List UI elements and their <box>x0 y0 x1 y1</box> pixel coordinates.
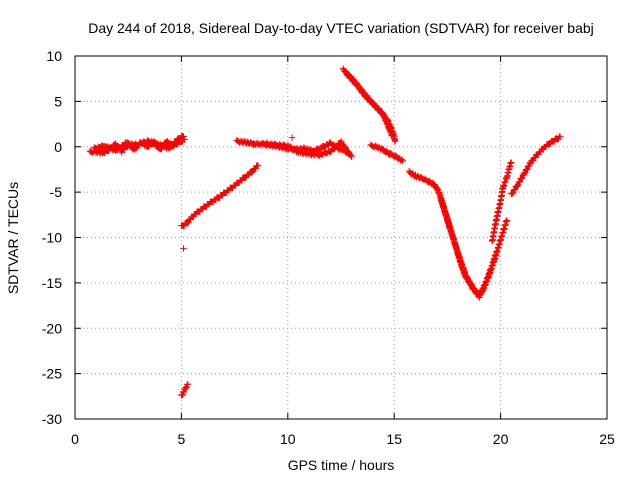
chart-title: Day 244 of 2018, Sidereal Day-to-day VTE… <box>88 20 594 36</box>
data-point-segment <box>263 137 353 160</box>
x-tick-label: 25 <box>599 431 615 447</box>
y-tick-label: 10 <box>46 48 62 64</box>
data-point-segment <box>367 141 406 165</box>
x-tick-label: 10 <box>280 431 296 447</box>
y-tick-label: -5 <box>50 184 63 200</box>
data-point-segment <box>437 195 500 301</box>
x-tick-label: 15 <box>386 431 402 447</box>
data-point-segment <box>178 162 262 229</box>
y-tick-label: -25 <box>42 366 62 382</box>
x-tick-label: 20 <box>493 431 509 447</box>
y-tick-labels: 10 5 0 -5 -10 -15 -20 -25 -30 <box>42 48 62 427</box>
x-axis-label: GPS time / hours <box>288 457 395 473</box>
data-point-segment <box>288 134 296 141</box>
y-tick-label: -10 <box>42 230 62 246</box>
data-points <box>86 65 564 399</box>
y-tick-label: -15 <box>42 275 62 291</box>
x-tick-label: 5 <box>178 431 186 447</box>
data-point-segment <box>178 380 191 399</box>
x-tick-labels: 0 5 10 15 20 25 <box>71 431 615 447</box>
y-tick-label: -20 <box>42 320 62 336</box>
data-point-segment <box>90 132 187 154</box>
y-tick-label: -30 <box>42 411 62 427</box>
axis-ticks <box>74 55 608 420</box>
grid-lines <box>75 56 607 419</box>
y-tick-label: 5 <box>54 93 62 109</box>
y-axis-label: SDTVAR / TECUs <box>5 182 21 294</box>
y-tick-label: 0 <box>54 139 62 155</box>
data-point-segment <box>342 68 396 140</box>
data-point-segment <box>508 133 564 197</box>
data-point-segment <box>488 159 515 245</box>
data-point-segment <box>180 245 187 252</box>
x-tick-label: 0 <box>71 431 79 447</box>
